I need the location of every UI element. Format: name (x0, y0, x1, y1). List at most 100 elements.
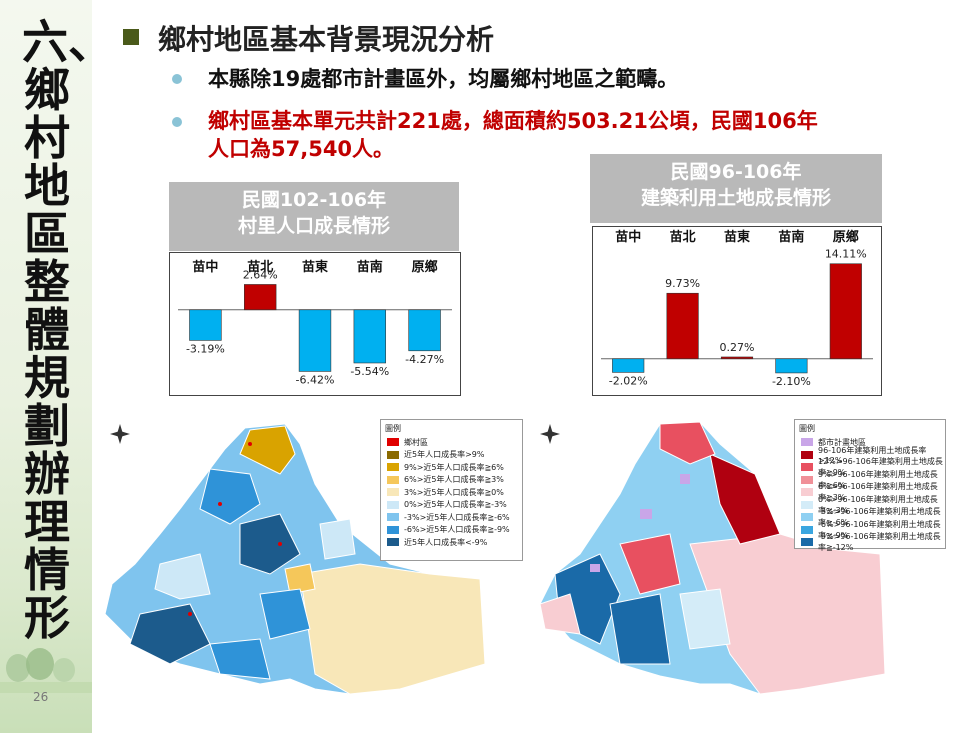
legend-swatch (801, 488, 813, 497)
compass-icon (540, 424, 560, 444)
legend-item: -3%>近5年人口成長率≧-6% (387, 511, 522, 524)
bar (775, 358, 808, 374)
category-label: 苗北 (247, 259, 273, 275)
left-township-map (104, 423, 486, 695)
legend-item: 9%>96-106年建築利用土地成長率≧6% (801, 470, 945, 490)
legend-label: 9%>96-106年建築利用土地成長率≧6% (818, 469, 938, 490)
legend-swatch (387, 450, 399, 459)
legend-label: 3%>近5年人口成長率≧0% (404, 487, 504, 497)
legend-swatch (387, 438, 399, 447)
left-bar-chart: 苗中 -3.19% 苗北 2.64% 苗東 -6.42% 苗南 -5.54% 原鄉 -4.27% (169, 252, 461, 396)
bullet-text-2b: 人口為57,540人。 (208, 137, 395, 161)
bar (612, 358, 645, 373)
data-label: 2.64% (243, 268, 278, 281)
right-township-map (539, 421, 886, 695)
left-chart-header-line1: 民國102-106年 (241, 189, 387, 211)
bullet-text-2a: 鄉村區基本單元共計221處，總面積約503.21公頃，民國106年 (208, 109, 818, 133)
legend-item: 96-106年建築利用土地成長率>12% (801, 446, 945, 465)
legend-label: 6%>96-106年建築利用土地成長率≧3% (818, 482, 938, 503)
bar (298, 309, 332, 372)
category-label: 苗東 (724, 229, 750, 245)
legend-swatch (801, 500, 813, 509)
legend-item: -9%>96-106年建築利用土地成長率≧-12% (801, 532, 945, 552)
legend-label: 近5年人口成長率<-9% (404, 537, 488, 547)
legend-swatch (387, 475, 399, 484)
legend-item: 鄉村區 (387, 436, 522, 449)
legend-swatch (801, 475, 813, 484)
data-label: -3.19% (186, 342, 225, 355)
legend-label: 9%>近5年人口成長率≧6% (404, 462, 504, 472)
bar (353, 309, 386, 364)
page-number: 26 (33, 690, 49, 704)
data-label: -4.27% (405, 353, 444, 366)
legend-swatch (801, 450, 813, 459)
legend-label: 0%>96-106年建築利用土地成長率≧-3% (818, 494, 938, 515)
category-label: 苗南 (357, 259, 383, 275)
legend-item: 3%>近5年人口成長率≧0% (387, 486, 522, 499)
data-label: 0.27% (720, 341, 755, 354)
legend-label: -6%>96-106年建築利用土地成長率≧-9% (818, 519, 941, 540)
legend-swatch (387, 463, 399, 472)
legend-title: 圖例 (385, 424, 401, 433)
legend-label: 0%>近5年人口成長率≧-3% (404, 500, 507, 510)
legend-label: 都市計畫地區 (818, 437, 866, 447)
bullet-text-1: 本縣除19處都市計畫區外，均屬鄉村地區之範疇。 (208, 67, 679, 91)
data-label: -2.02% (609, 374, 648, 387)
right-bar-chart: 苗中 -2.02% 苗北 9.73% 苗東 0.27% 苗南 -2.10% 原鄉 14.11% (592, 226, 882, 396)
legend-item: 6%>近5年人口成長率≧3% (387, 474, 522, 487)
legend-item: 都市計畫地區 (801, 436, 945, 449)
right-chart-header-line2: 建築利用土地成長情形 (640, 187, 831, 209)
compass-icon (110, 424, 130, 444)
left-chart-header: 民國102-106年 村里人口成長情形 (169, 182, 459, 251)
legend-swatch (801, 538, 813, 547)
legend-item: 12%>96-106年建築利用土地成長率≧9% (801, 457, 945, 477)
left-map-legend: 圖例 鄉村區近5年人口成長率>9% 9%>近5年人口成長率≧6% 6%>近5年人口成… (380, 419, 523, 561)
data-label: -6.42% (296, 373, 335, 386)
legend-swatch (801, 513, 813, 522)
legend-item: -3%>96-106年建築利用土地成長率≧-6% (801, 507, 945, 527)
data-label: 9.73% (665, 277, 700, 290)
legend-title: 圖例 (799, 424, 815, 433)
page-title: 鄉村地區基本背景現況分析 (158, 23, 495, 56)
circle-bullet-icon (172, 74, 182, 84)
trees-illustration (0, 648, 92, 693)
legend-label: -6%>近5年人口成長率≧-9% (404, 525, 510, 535)
category-label: 苗東 (302, 259, 328, 275)
section-title: 六、鄉村地區整體規劃辦理情形 (22, 15, 114, 645)
legend-label: 12%>96-106年建築利用土地成長率≧9% (818, 457, 943, 478)
sidebar: 六、鄉村地區整體規劃辦理情形 26 (0, 0, 114, 733)
legend-item: 9%>近5年人口成長率≧6% (387, 461, 522, 474)
bar (408, 309, 441, 352)
bar (244, 284, 277, 311)
legend-label: 近5年人口成長率>9% (404, 450, 485, 460)
data-label: -5.54% (350, 365, 389, 378)
legend-label: -3%>96-106年建築利用土地成長率≧-6% (818, 507, 941, 528)
category-label: 苗北 (670, 229, 696, 245)
legend-item: 0%>96-106年建築利用土地成長率≧-3% (801, 495, 945, 515)
legend-swatch (387, 538, 399, 547)
legend-swatch (801, 525, 813, 534)
legend-label: -9%>96-106年建築利用土地成長率≧-12% (818, 532, 941, 553)
right-chart-header-line1: 民國96-106年 (670, 161, 802, 183)
right-map-legend: 圖例 都市計畫地區 96-106年建築利用土地成長率>12% 12%>96-106年… (794, 419, 946, 552)
category-label: 苗中 (192, 259, 218, 275)
legend-label: -3%>近5年人口成長率≧-6% (404, 512, 510, 522)
legend-swatch (387, 488, 399, 497)
legend-swatch (387, 513, 399, 522)
right-chart-header: 民國96-106年 建築利用土地成長情形 (590, 154, 882, 223)
legend-item: -6%>96-106年建築利用土地成長率≧-9% (801, 520, 945, 540)
category-label: 苗中 (615, 229, 641, 245)
legend-label: 96-106年建築利用土地成長率>12% (818, 445, 927, 465)
circle-bullet-icon (172, 117, 182, 127)
legend-swatch (801, 438, 813, 447)
legend-item: 6%>96-106年建築利用土地成長率≧3% (801, 482, 945, 502)
legend-item: 近5年人口成長率>9% (387, 449, 522, 462)
category-label: 原鄉 (412, 259, 438, 275)
legend-swatch (387, 525, 399, 534)
legend-label: 鄉村區 (404, 437, 428, 447)
bar (720, 356, 754, 360)
data-label: -2.10% (772, 375, 811, 388)
legend-swatch (387, 500, 399, 509)
legend-item: 0%>近5年人口成長率≧-3% (387, 499, 522, 512)
data-label: 14.11% (825, 248, 867, 261)
